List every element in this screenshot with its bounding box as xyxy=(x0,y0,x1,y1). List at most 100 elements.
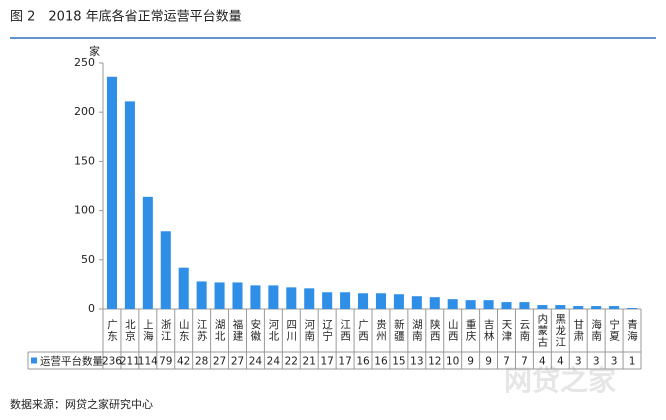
value-label: 1 xyxy=(629,356,636,368)
value-label: 9 xyxy=(485,356,492,368)
x-tick-label: 青海 xyxy=(626,318,638,342)
bar xyxy=(465,300,476,309)
value-label: 16 xyxy=(374,356,388,368)
chart-title: 图 2 2018 年底各省正常运营平台数量 xyxy=(10,9,242,25)
x-tick-label: 海南 xyxy=(590,318,602,342)
bar xyxy=(483,300,494,309)
x-tick-label: 内蒙古 xyxy=(536,312,548,347)
bar xyxy=(555,305,566,309)
value-label: 211 xyxy=(120,356,140,368)
value-label: 17 xyxy=(338,356,351,368)
bar xyxy=(411,296,422,309)
source: 数据来源：网贷之家研究中心 xyxy=(10,397,153,411)
x-tick-label: 江西 xyxy=(339,319,351,342)
value-label: 42 xyxy=(177,356,190,368)
legend-swatch xyxy=(31,357,37,364)
value-label: 21 xyxy=(303,356,316,368)
bar xyxy=(322,292,333,309)
value-label: 16 xyxy=(356,356,370,368)
value-label: 15 xyxy=(392,356,405,368)
bar xyxy=(519,302,530,309)
value-label: 7 xyxy=(521,356,528,368)
bar xyxy=(250,285,261,309)
bar xyxy=(286,287,297,309)
x-tick-label: 四川 xyxy=(285,319,297,342)
value-label: 27 xyxy=(231,356,244,368)
bar xyxy=(429,297,440,309)
x-tick-label: 辽宁 xyxy=(321,319,333,342)
bar xyxy=(304,288,315,309)
x-tick-label: 宁夏 xyxy=(608,318,620,342)
bar xyxy=(358,293,369,309)
x-tick-label: 重庆 xyxy=(465,318,477,342)
y-tick-label: 200 xyxy=(74,105,95,118)
x-tick-label: 陕西 xyxy=(429,318,441,342)
bar xyxy=(609,306,620,309)
bar xyxy=(537,305,548,309)
bar xyxy=(627,308,638,309)
bar xyxy=(340,292,351,309)
bar xyxy=(214,282,225,309)
y-tick-label: 150 xyxy=(74,154,95,167)
x-tick-label: 云南 xyxy=(518,319,530,342)
x-tick-label: 广西 xyxy=(357,319,369,342)
x-tick-label: 浙江 xyxy=(160,319,172,342)
value-label: 24 xyxy=(267,356,281,368)
bar xyxy=(106,76,117,309)
bar xyxy=(573,306,584,309)
y-tick-label: 50 xyxy=(81,253,95,266)
x-tick-label: 黑龙江 xyxy=(554,313,566,348)
x-tick-label: 湖南 xyxy=(411,319,423,342)
value-label: 17 xyxy=(320,356,333,368)
y-tick-label: 100 xyxy=(74,204,95,217)
y-axis-label: 家 xyxy=(89,44,100,58)
bar xyxy=(142,196,153,309)
value-label: 3 xyxy=(575,356,582,368)
value-label: 24 xyxy=(249,356,263,368)
x-tick-label: 河北 xyxy=(267,319,279,342)
value-label: 7 xyxy=(503,356,510,368)
value-label: 79 xyxy=(159,356,172,368)
value-label: 28 xyxy=(195,356,208,368)
x-tick-label: 江苏 xyxy=(196,319,208,342)
x-tick-label: 上海 xyxy=(142,319,154,342)
value-label: 10 xyxy=(446,356,459,368)
y-tick-label: 250 xyxy=(74,56,95,69)
x-tick-label: 福建 xyxy=(232,318,244,342)
x-tick-label: 安徽 xyxy=(249,318,261,342)
x-tick-label: 天津 xyxy=(501,319,513,342)
value-label: 3 xyxy=(611,356,618,368)
value-label: 236 xyxy=(102,356,122,368)
bar xyxy=(178,267,189,309)
bar xyxy=(447,299,458,309)
x-tick-label: 山西 xyxy=(447,319,459,342)
legend-label: 运营平台数量 xyxy=(40,355,103,368)
bar xyxy=(591,306,602,309)
bar xyxy=(393,294,404,309)
x-tick-label: 山东 xyxy=(178,319,190,342)
bar xyxy=(232,282,243,309)
x-tick-label: 贵州 xyxy=(375,318,387,342)
y-tick-label: 0 xyxy=(88,302,95,315)
x-tick-label: 湖北 xyxy=(214,319,226,342)
bar xyxy=(501,302,512,309)
bar xyxy=(268,285,279,309)
x-tick-label: 河南 xyxy=(303,319,315,342)
value-label: 3 xyxy=(593,356,600,368)
x-tick-label: 北京 xyxy=(124,319,136,342)
bar xyxy=(196,281,207,309)
value-label: 12 xyxy=(428,356,441,368)
bar xyxy=(124,101,135,309)
x-tick-label: 广东 xyxy=(106,319,118,342)
bar xyxy=(160,231,171,309)
bar xyxy=(375,293,386,309)
value-label: 13 xyxy=(410,356,423,368)
value-label: 22 xyxy=(285,356,298,368)
value-label: 4 xyxy=(539,356,546,368)
value-label: 4 xyxy=(557,356,564,368)
x-tick-label: 吉林 xyxy=(483,319,495,342)
x-tick-label: 新疆 xyxy=(393,318,405,342)
value-label: 27 xyxy=(213,356,226,368)
x-tick-label: 甘肃 xyxy=(572,318,584,342)
